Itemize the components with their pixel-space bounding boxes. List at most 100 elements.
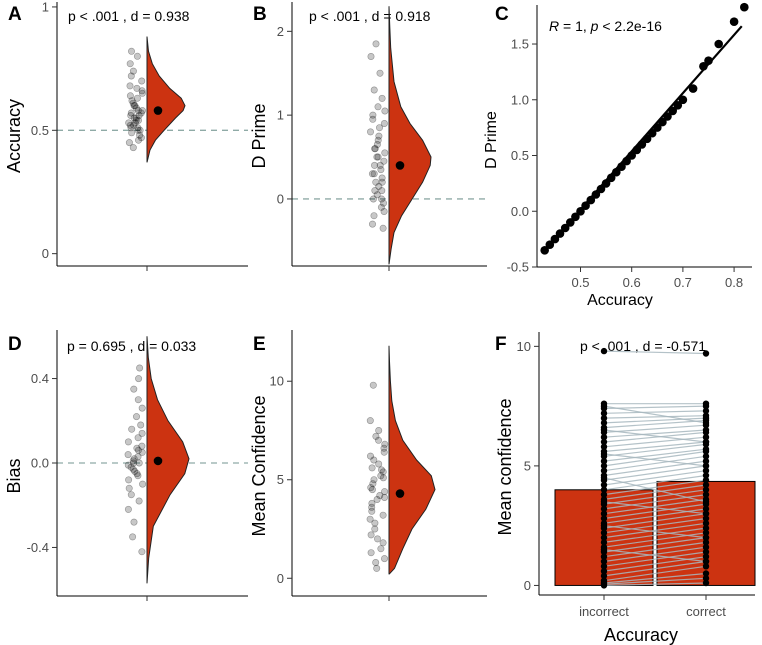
panel-b-data-point [370,161,378,169]
panel-f-pair-line [603,436,707,448]
panel-c-data-point [637,140,647,149]
panel-d-data-point [135,375,143,383]
panel-c-x-tick-label: 0.6 [623,275,641,290]
panel-c-stat-value: = 1, [559,18,591,34]
panel-d-y-title: Bias [4,458,24,493]
panel-f-point-correct [702,529,710,536]
panel-f-pair-line [603,405,707,424]
panel-c-y-tick-label: 0.5 [511,148,529,163]
panel-f-point-incorrect [600,567,608,575]
panel-e-data-point [369,381,377,389]
panel-f-point-incorrect [600,474,608,481]
panel-e-data-point [379,468,387,476]
panel-c-y-tick-label: 0.0 [511,204,529,219]
panel-f-annotation: p < .001 , d = -0.571 [580,338,706,354]
panel-e-data-point [377,545,385,553]
panel-f-point-incorrect [600,462,608,470]
panel-a-data-point [133,84,141,92]
panel-f-pair-line [603,498,707,515]
panel-d-data-point [138,404,146,412]
panel-d-data-point [129,457,137,465]
panel-b-data-point [367,52,375,60]
panel-f-point-incorrect [600,582,608,589]
panel-f-point-incorrect [600,443,608,450]
panel-e-data-point [367,484,375,492]
panel-f-pair-line [603,448,707,462]
panel-a-data-point [129,67,137,75]
panel-d-data-point [124,505,132,513]
panel-f-pair-line [603,474,707,491]
panel-b-data-point [370,212,378,220]
panel-b-data-point [378,174,386,182]
panel-d-data-point [125,484,133,492]
panel-d-data-point [139,480,147,488]
panel-f-point-correct [702,548,710,556]
panel-f-point-correct [702,477,710,484]
panel-e-data-point [372,432,380,440]
panel-f-pair-line [603,549,707,563]
panel-c-data-point [653,123,662,132]
panel-f-point-correct [702,544,710,551]
panel-d-data-point [138,429,146,437]
panel-a-data-point [134,126,142,134]
panel-a-data-point [125,139,133,147]
panel-c-data-point [617,162,626,171]
panel-b-data-point [369,195,377,203]
panel-d-data-point [130,459,138,467]
panel-d-half-violin [146,336,190,584]
panel-d-data-point [138,448,146,456]
panel-d-data-point [133,413,141,421]
panel-c-p-value: < 2.2e-16 [598,18,662,34]
panel-d-data-point [130,385,138,393]
panel-c-y-tick-label: 1.5 [511,37,529,52]
panel-c-data-point [550,234,560,244]
panel-f-pair-line [603,565,707,582]
panel-a-data-point [128,97,136,105]
panel-b-y-tick-label: 2 [277,24,284,39]
panel-b-data-point [380,120,388,128]
panel-f-point-incorrect [600,347,608,355]
panel-d-data-point [135,459,143,467]
panel-e-data-point [381,440,389,448]
panel-a-data-point [128,47,136,55]
panel-f-point-incorrect [600,563,608,570]
panel-c-data-point [668,106,677,116]
panel-f-pair-line [603,501,707,515]
panel-b-data-point [380,208,388,216]
panel-e-data-point [371,525,379,533]
panel-f-point-incorrect [600,498,608,505]
panel-c-data-point [601,179,611,188]
panel-a-data-point [135,112,143,120]
panel-f-point-incorrect [600,426,608,434]
panel-f-point-correct [702,486,710,493]
panel-f-point-incorrect [600,419,608,427]
panel-a-data-point [138,77,146,85]
panel-b-y-tick-label: 1 [277,108,284,123]
panel-f-pair-line [603,527,707,543]
panel-d-data-point [134,472,142,480]
panel-a-data-point [130,121,138,129]
panel-f-pair-line [603,479,707,496]
panel-f-point-correct [702,448,710,455]
panel-e-data-point [368,503,376,511]
panel-f-point-incorrect [600,414,608,422]
panel-f-pair-line [603,429,707,438]
panel-b-data-point [378,94,386,102]
panel-f-pair-line [603,546,707,563]
panel-e-data-point [377,466,385,474]
panel-c-data-point [673,101,683,110]
panel-f-y-tick-label: 10 [517,339,531,354]
panel-d-data-point [130,455,138,463]
panel-d-y-tick-label: 0.0 [31,456,49,471]
panel-b-data-point [379,199,387,207]
panel-e-data-point [366,417,374,425]
panel-d-y-tick-label: 0.4 [31,371,49,386]
panel-c-y-tick-label: -0.5 [507,260,529,275]
panel-e-data-point [380,444,388,452]
panel-f-pair-line [603,489,707,505]
panel-a-data-point [132,104,140,112]
panel-f-pair-line [603,443,707,457]
panel-f-point-incorrect [600,481,608,489]
panel-f-pair-line [603,541,707,558]
panel-a-data-point [137,109,145,117]
